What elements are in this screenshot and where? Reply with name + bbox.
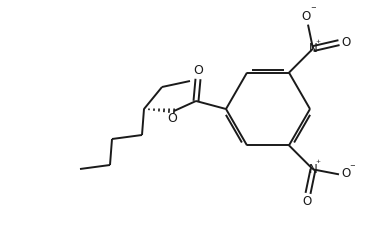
Text: O: O [302,195,312,208]
Text: N: N [309,163,317,176]
Text: O: O [193,64,203,77]
Text: N: N [309,42,317,55]
Text: O: O [167,113,177,126]
Text: $^-$: $^-$ [348,163,356,173]
Text: $^+$: $^+$ [314,38,322,47]
Text: $^+$: $^+$ [314,159,322,168]
Text: $^-$: $^-$ [309,6,317,16]
Text: O: O [302,10,310,23]
Text: O: O [341,167,351,180]
Text: O: O [341,36,351,49]
